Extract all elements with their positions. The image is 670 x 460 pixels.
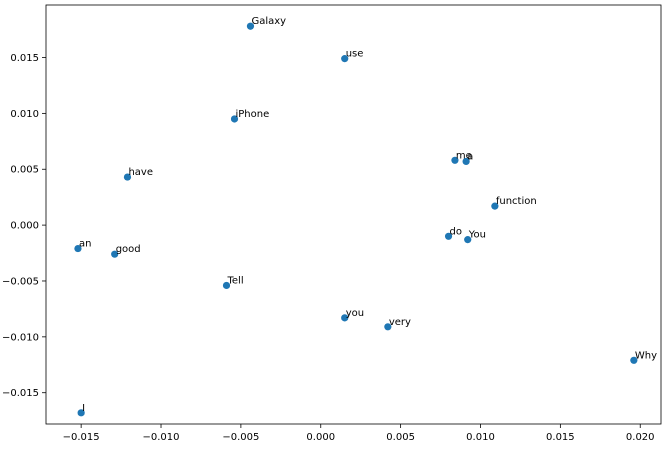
point-label: Why bbox=[635, 350, 657, 361]
x-axis: −0.015 −0.010 −0.005 0.000 0.005 0.010 0.015 0.… bbox=[63, 424, 655, 443]
point-label: iPhone bbox=[235, 109, 269, 120]
x-tick-label: 0.015 bbox=[546, 432, 575, 443]
data-point bbox=[222, 281, 231, 290]
point-label: You bbox=[468, 230, 486, 241]
y-tick-label: 0.015 bbox=[10, 53, 39, 64]
y-tick-label: 0.005 bbox=[10, 165, 39, 176]
plot-area bbox=[45, 4, 662, 425]
x-tick-label: 0.005 bbox=[386, 432, 415, 443]
data-point bbox=[341, 314, 349, 322]
x-tick-label: 0.020 bbox=[626, 432, 655, 443]
data-point bbox=[451, 156, 459, 164]
data-point bbox=[123, 173, 132, 181]
point-label: Tell bbox=[227, 275, 244, 286]
data-point bbox=[444, 232, 453, 240]
x-tick-label: 0.010 bbox=[466, 432, 495, 443]
data-point bbox=[341, 55, 349, 63]
data-point bbox=[230, 115, 239, 123]
y-tick-label: −0.015 bbox=[2, 388, 39, 399]
y-tick-label: 0.010 bbox=[10, 109, 39, 120]
point-label: have bbox=[128, 167, 153, 178]
point-label: good bbox=[116, 244, 141, 255]
x-tick-label: −0.005 bbox=[222, 432, 259, 443]
data-point bbox=[462, 157, 470, 166]
point-label: function bbox=[496, 196, 537, 207]
data-point bbox=[384, 323, 392, 331]
data-point bbox=[491, 202, 499, 210]
x-tick-label: −0.015 bbox=[63, 432, 100, 443]
data-point bbox=[74, 244, 82, 253]
data-points: Galaxy use iPhone mea have function do You an goo… bbox=[74, 16, 657, 417]
point-label: a bbox=[467, 151, 473, 162]
point-label: very bbox=[389, 317, 411, 328]
point-label: use bbox=[346, 49, 364, 60]
x-tick-label: −0.010 bbox=[143, 432, 180, 443]
data-point bbox=[630, 356, 638, 364]
y-tick-label: −0.005 bbox=[2, 276, 39, 287]
point-label: I bbox=[82, 403, 85, 414]
point-label: do bbox=[450, 226, 462, 237]
point-label: you bbox=[346, 308, 364, 319]
x-tick-label: 0.000 bbox=[306, 432, 335, 443]
y-tick-label: −0.010 bbox=[2, 332, 39, 343]
data-point bbox=[111, 250, 119, 258]
data-point bbox=[464, 236, 472, 244]
data-point bbox=[77, 409, 85, 417]
y-axis: 0.015 0.010 0.005 0.000 −0.005 −0.010 −0.015 bbox=[2, 53, 46, 399]
point-label: Galaxy bbox=[251, 16, 286, 27]
point-label: me bbox=[456, 150, 472, 161]
y-tick-label: 0.000 bbox=[10, 221, 39, 232]
data-point bbox=[246, 22, 255, 30]
point-label: an bbox=[79, 239, 91, 250]
